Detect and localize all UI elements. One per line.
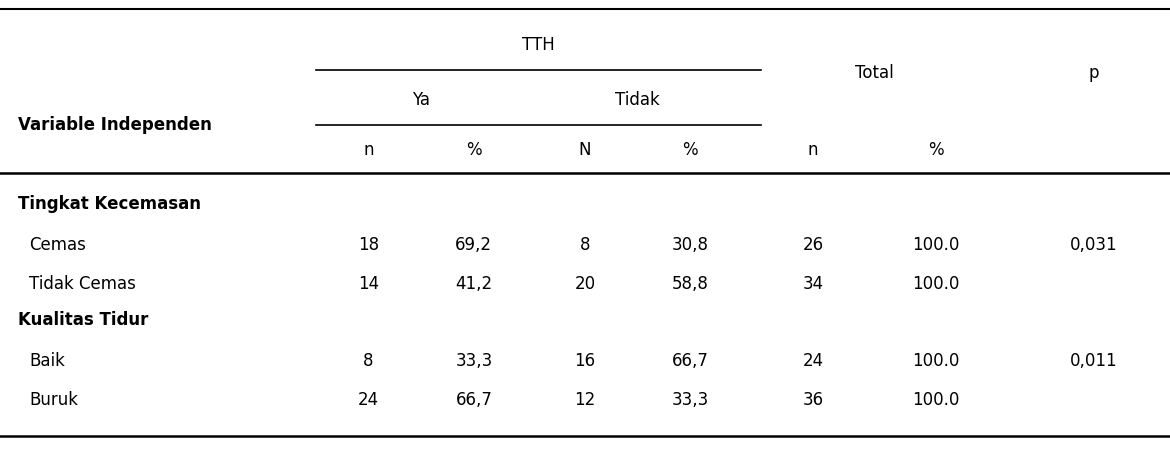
Text: 100.0: 100.0 <box>913 236 959 254</box>
Text: 12: 12 <box>574 390 596 409</box>
Text: 26: 26 <box>803 236 824 254</box>
Text: 33,3: 33,3 <box>672 390 709 409</box>
Text: Tidak Cemas: Tidak Cemas <box>29 275 136 293</box>
Text: 41,2: 41,2 <box>455 275 493 293</box>
Text: Buruk: Buruk <box>29 390 78 409</box>
Text: Ya: Ya <box>412 91 431 109</box>
Text: 20: 20 <box>574 275 596 293</box>
Text: 16: 16 <box>574 352 596 370</box>
Text: 34: 34 <box>803 275 824 293</box>
Text: 100.0: 100.0 <box>913 275 959 293</box>
Text: 58,8: 58,8 <box>672 275 709 293</box>
Text: 14: 14 <box>358 275 379 293</box>
Text: 24: 24 <box>803 352 824 370</box>
Text: 36: 36 <box>803 390 824 409</box>
Text: Variable Independen: Variable Independen <box>18 116 212 134</box>
Text: n: n <box>364 141 373 159</box>
Text: Tidak: Tidak <box>615 91 660 109</box>
Text: p: p <box>1089 64 1099 82</box>
Text: 0,011: 0,011 <box>1071 352 1117 370</box>
Text: 18: 18 <box>358 236 379 254</box>
Text: Baik: Baik <box>29 352 66 370</box>
Text: Kualitas Tidur: Kualitas Tidur <box>18 311 147 329</box>
Text: 30,8: 30,8 <box>672 236 709 254</box>
Text: %: % <box>928 141 944 159</box>
Text: 100.0: 100.0 <box>913 390 959 409</box>
Text: %: % <box>466 141 482 159</box>
Text: 24: 24 <box>358 390 379 409</box>
Text: Total: Total <box>855 64 894 82</box>
Text: 0,031: 0,031 <box>1071 236 1117 254</box>
Text: 8: 8 <box>580 236 590 254</box>
Text: Cemas: Cemas <box>29 236 87 254</box>
Text: %: % <box>682 141 698 159</box>
Text: Tingkat Kecemasan: Tingkat Kecemasan <box>18 195 200 213</box>
Text: 8: 8 <box>364 352 373 370</box>
Text: n: n <box>808 141 818 159</box>
Text: N: N <box>579 141 591 159</box>
Text: 66,7: 66,7 <box>672 352 709 370</box>
Text: 100.0: 100.0 <box>913 352 959 370</box>
Text: 66,7: 66,7 <box>455 390 493 409</box>
Text: 33,3: 33,3 <box>455 352 493 370</box>
Text: 69,2: 69,2 <box>455 236 493 254</box>
Text: TTH: TTH <box>522 36 555 54</box>
